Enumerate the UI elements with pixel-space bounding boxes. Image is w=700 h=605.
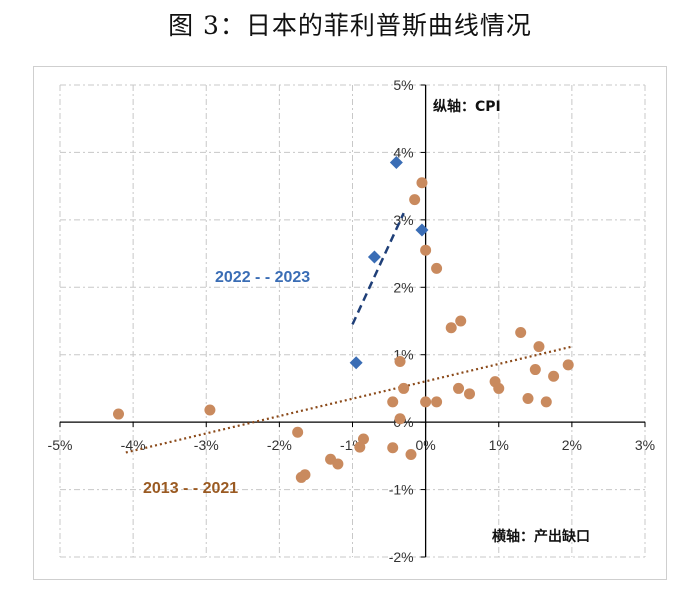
point-2013-2021 xyxy=(420,396,432,408)
point-2013-2021 xyxy=(420,244,432,256)
point-2013-2021 xyxy=(354,441,366,453)
point-2013-2021 xyxy=(394,355,406,367)
y-tick-label: -2% xyxy=(389,549,414,565)
point-2013-2021 xyxy=(515,326,527,338)
point-2013-2021 xyxy=(493,382,505,394)
point-2013-2021 xyxy=(529,364,541,376)
point-2013-2021 xyxy=(431,396,443,408)
axes xyxy=(59,84,646,558)
point-2013-2021 xyxy=(405,449,417,461)
point-2013-2021 xyxy=(522,393,534,405)
point-2013-2021 xyxy=(204,404,216,416)
point-2013-2021 xyxy=(445,322,457,334)
trend-lines xyxy=(125,212,573,454)
point-2013-2021 xyxy=(464,388,475,400)
point-2013-2021 xyxy=(398,382,410,394)
point-2013-2021 xyxy=(387,442,399,454)
x-axis-label: 横轴：产出缺口 xyxy=(492,528,590,545)
x-tick-label: -5% xyxy=(48,437,73,453)
point-2013-2021 xyxy=(455,315,467,327)
y-axis-label: 纵轴：CPI xyxy=(433,98,501,115)
y-tick-label: 2% xyxy=(393,279,413,295)
point-2013-2021 xyxy=(533,341,545,353)
point-2022-2023 xyxy=(389,156,403,170)
point-2013-2021 xyxy=(409,194,421,206)
legend-label-2013-2021: 2013 - - 2021 xyxy=(143,480,238,497)
y-tick-labels: -2%-1%0%1%2%3%4%5% xyxy=(389,77,414,565)
point-2022-2023 xyxy=(367,250,381,264)
x-tick-label: -2% xyxy=(267,437,292,453)
x-tick-label: 1% xyxy=(489,437,509,453)
point-2013-2021 xyxy=(431,262,443,274)
point-2013-2021 xyxy=(113,408,124,420)
x-tick-label: -4% xyxy=(121,437,146,453)
x-tick-label: -3% xyxy=(194,437,219,453)
point-2013-2021 xyxy=(453,382,465,394)
point-2013-2021 xyxy=(299,469,311,481)
y-tick-label: 5% xyxy=(393,77,413,93)
point-2013-2021 xyxy=(332,458,344,470)
point-2013-2021 xyxy=(562,359,574,371)
x-tick-label: 0% xyxy=(416,437,436,453)
x-tick-label: 2% xyxy=(562,437,582,453)
trendline-2022-2023 xyxy=(351,212,405,325)
point-2013-2021 xyxy=(416,177,428,189)
point-2013-2021 xyxy=(540,396,552,408)
grid-lines xyxy=(59,84,646,558)
point-2022-2023 xyxy=(415,223,429,237)
point-2013-2021 xyxy=(394,413,406,425)
point-2013-2021 xyxy=(548,370,560,382)
legend-label-2022-2023: 2022 - - 2023 xyxy=(215,269,310,286)
chart-title: 图 3：日本的菲利普斯曲线情况 xyxy=(168,11,532,40)
point-2013-2021 xyxy=(387,396,399,408)
trendline-2013-2021 xyxy=(125,345,573,454)
x-tick-labels: -5% -4% -3% -2% -1% 0% 1% 2% 3% xyxy=(48,437,656,453)
point-2022-2023 xyxy=(349,356,363,370)
y-tick-label: 4% xyxy=(393,144,413,160)
point-2013-2021 xyxy=(292,426,304,438)
data-points xyxy=(113,156,574,483)
x-tick-label: 3% xyxy=(635,437,655,453)
chart-frame xyxy=(33,66,667,580)
y-tick-label: -1% xyxy=(389,482,414,498)
